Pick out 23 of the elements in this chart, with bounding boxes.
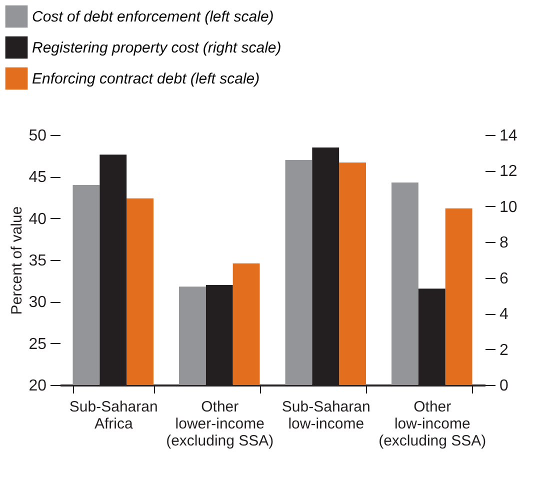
y-tick-label: 30 xyxy=(28,294,47,312)
y2-tick-label: 10 xyxy=(500,198,518,216)
y2-tick-label: 2 xyxy=(500,342,508,359)
y2-tick-label: 4 xyxy=(500,306,508,324)
y2-tick-label: 0 xyxy=(500,378,508,394)
x-tick-label: Sub-Saharan Africa xyxy=(69,398,158,432)
y2-tick-label: 12 xyxy=(500,163,518,180)
y2-tick-label: 14 xyxy=(500,128,518,144)
x-tick-label: Other low-income (excluding SSA) xyxy=(378,398,486,450)
legend-label: Cost of debt enforcement (left scale) xyxy=(32,8,274,26)
y-tick-label: 40 xyxy=(28,210,47,228)
y-tick-label: 45 xyxy=(28,169,47,186)
y-tick-label: 35 xyxy=(28,252,47,270)
y2-tick-label: 6 xyxy=(500,270,508,288)
y-tick-label: 50 xyxy=(28,128,47,144)
y-tick-label: 20 xyxy=(28,378,47,394)
y-axis-title: Percent of value xyxy=(8,206,26,315)
x-tick-label: Sub-Saharan low-income xyxy=(282,398,370,432)
legend-label: Enforcing contract debt (left scale) xyxy=(32,70,260,88)
y-tick-label: 25 xyxy=(28,336,47,353)
x-tick-label: Other lower-income (excluding SSA) xyxy=(166,398,274,450)
legend-label: Registering property cost (right scale) xyxy=(32,40,282,56)
y2-tick-label: 8 xyxy=(500,234,508,252)
